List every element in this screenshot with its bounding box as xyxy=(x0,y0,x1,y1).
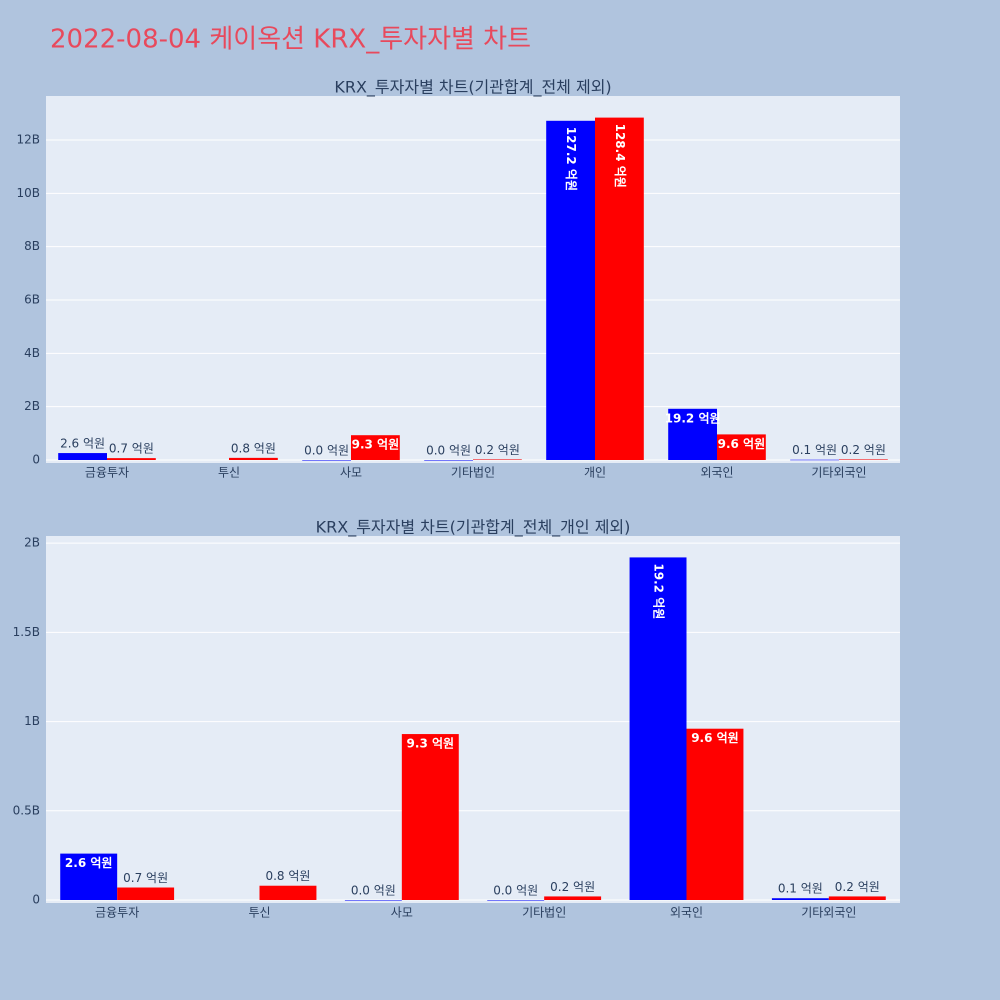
x-tick-label: 사모 xyxy=(340,466,362,480)
bar xyxy=(790,459,839,461)
value-label: 0.2 억원 xyxy=(835,880,880,894)
bar xyxy=(259,885,317,900)
y-tick-label: 1B xyxy=(24,714,40,728)
value-label: 19.2 억원 xyxy=(665,411,721,425)
chart-title: KRX_투자자별 차트(기관합계_전체_개인 제외) xyxy=(316,518,631,538)
x-tick-label: 외국인 xyxy=(670,906,703,920)
x-tick-label: 금융투자 xyxy=(85,466,129,480)
x-tick-label: 기타법인 xyxy=(522,906,566,920)
y-tick-label: 0 xyxy=(32,453,40,467)
value-label: 0.1 억원 xyxy=(778,882,823,896)
x-tick-label: 투신 xyxy=(248,906,270,920)
chart-title: KRX_투자자별 차트(기관합계_전체 제외) xyxy=(334,78,611,98)
value-label: 9.3 억원 xyxy=(407,737,455,751)
x-tick-label: 금융투자 xyxy=(95,906,139,920)
bar xyxy=(351,435,400,460)
value-label: 128.4 억원 xyxy=(613,124,627,188)
value-label: 0.0 억원 xyxy=(304,444,349,458)
bar xyxy=(839,459,888,460)
plot-area xyxy=(46,96,900,463)
bar xyxy=(668,408,717,460)
bar xyxy=(229,457,278,460)
value-label: 0.8 억원 xyxy=(265,869,310,883)
value-label: 0.7 억원 xyxy=(123,871,168,885)
value-label: 2.6 억원 xyxy=(60,437,105,451)
x-tick-label: 기타법인 xyxy=(451,466,495,480)
y-tick-label: 10B xyxy=(16,186,40,200)
x-tick-label: 사모 xyxy=(391,906,413,920)
bar xyxy=(473,459,522,460)
x-tick-label: 외국인 xyxy=(700,466,733,480)
value-label: 2.6 억원 xyxy=(65,856,113,870)
value-label: 127.2 억원 xyxy=(564,127,578,191)
bar xyxy=(58,453,107,460)
value-label: 9.6 억원 xyxy=(691,731,739,745)
y-tick-label: 2B xyxy=(24,536,40,550)
value-label: 0.0 억원 xyxy=(493,884,538,898)
bar xyxy=(686,728,744,900)
x-tick-label: 투신 xyxy=(218,466,240,480)
bar xyxy=(717,434,766,460)
y-tick-label: 12B xyxy=(16,133,40,147)
bar xyxy=(487,900,545,901)
value-label: 0.2 억원 xyxy=(475,443,520,457)
y-tick-label: 6B xyxy=(24,293,40,307)
bar xyxy=(107,458,156,460)
bar xyxy=(771,898,829,900)
bar xyxy=(595,117,644,460)
value-label: 0.1 억원 xyxy=(792,443,837,457)
value-label: 9.6 억원 xyxy=(718,437,766,451)
bar xyxy=(544,896,602,900)
x-tick-label: 개인 xyxy=(584,466,606,480)
value-label: 0.8 억원 xyxy=(231,441,276,455)
y-tick-label: 4B xyxy=(24,346,40,360)
value-label: 19.2 억원 xyxy=(652,563,666,619)
y-tick-label: 0.5B xyxy=(13,803,40,817)
value-label: 0.0 억원 xyxy=(426,444,471,458)
bar xyxy=(828,896,886,900)
value-label: 0.0 억원 xyxy=(351,884,396,898)
y-tick-label: 8B xyxy=(24,239,40,253)
bar xyxy=(401,734,459,900)
bar xyxy=(344,900,402,901)
x-tick-label: 기타외국인 xyxy=(801,906,856,920)
y-tick-label: 0 xyxy=(32,893,40,907)
value-label: 0.2 억원 xyxy=(550,880,595,894)
bar xyxy=(302,460,351,461)
value-label: 0.2 억원 xyxy=(841,443,886,457)
value-label: 9.3 억원 xyxy=(352,438,400,452)
value-label: 0.7 억원 xyxy=(109,442,154,456)
plot-area xyxy=(46,536,900,903)
bar xyxy=(117,887,175,900)
bar xyxy=(60,853,118,900)
y-tick-label: 2B xyxy=(24,399,40,413)
bar xyxy=(546,120,595,461)
bar xyxy=(629,557,687,900)
page-title: 2022-08-04 케이옥션 KRX_투자자별 차트 xyxy=(50,25,531,55)
x-tick-label: 기타외국인 xyxy=(811,466,866,480)
y-tick-label: 1.5B xyxy=(13,625,40,639)
bar xyxy=(424,460,473,461)
